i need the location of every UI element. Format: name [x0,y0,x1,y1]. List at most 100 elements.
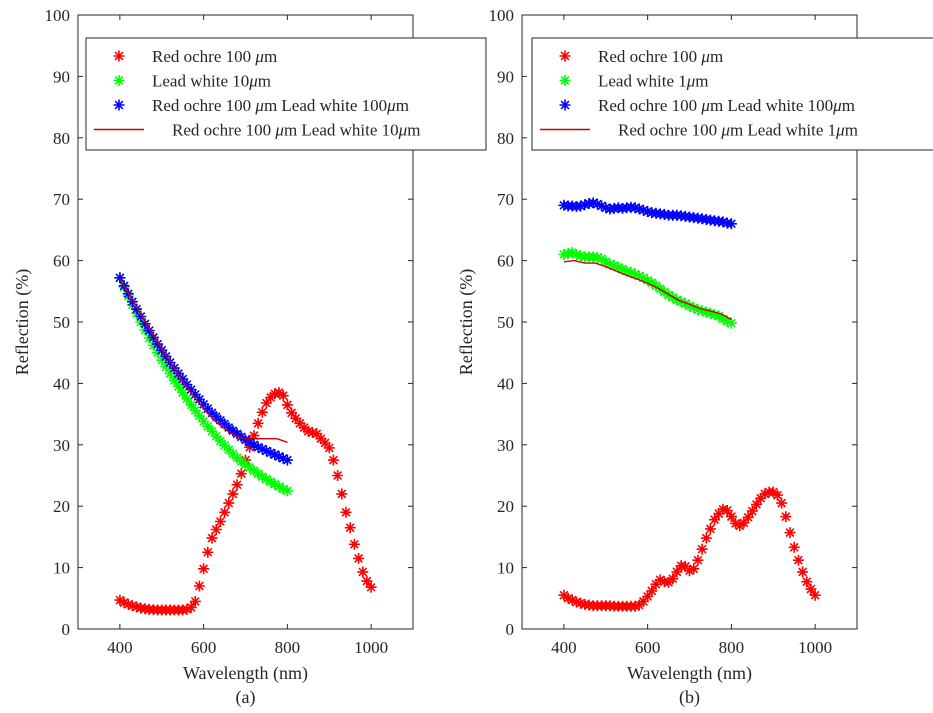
data-point [700,532,712,544]
data-point [277,452,289,464]
y-tick-label: 70 [53,190,70,209]
series-line [563,259,732,321]
data-point [223,497,235,509]
data-point [558,249,570,260]
x-tick-label: 400 [107,638,133,657]
legend-marker-swatch [113,99,125,111]
data-point [198,416,210,427]
data-point [277,483,289,495]
data-point [566,594,578,606]
data-point [160,361,172,373]
data-point [629,202,641,214]
data-point [700,306,712,318]
data-point [704,307,716,319]
data-point [173,381,184,392]
data-point [650,578,662,590]
data-point [286,407,298,419]
series-line [119,278,288,443]
y-tick-label: 100 [45,6,71,25]
y-tick-label: 90 [497,67,514,86]
data-point [210,411,222,423]
data-point [562,592,574,604]
data-point [181,603,193,615]
data-point [281,485,293,497]
legend-entry-label: Red ochre 100 μm Lead white 10μm [172,121,420,140]
series-1 [558,247,737,329]
data-point [181,379,193,391]
y-tick-label: 60 [53,252,70,271]
series-2 [558,197,737,230]
data-point [319,437,331,449]
data-point [164,368,176,380]
data-point [131,601,143,613]
data-point [281,399,293,411]
x-tick-label: 800 [719,638,745,657]
data-point [227,448,239,460]
chart-panel-b: 0 10 20 30 40 50 60 70 80 90 100 400 600 800 1000 Wavel… [456,6,858,708]
data-point [269,478,281,490]
data-point [219,439,231,451]
data-point [147,331,159,343]
x-axis-label: Wavelength (nm) [627,663,752,684]
data-point [621,265,633,277]
data-point [692,304,704,316]
data-point [269,388,281,400]
data-point [742,511,754,523]
data-point [223,444,235,456]
data-point [629,600,641,612]
data-point [256,406,268,418]
data-point [780,511,792,523]
legend-entry-label: Red ochre 100 μm [152,47,277,66]
data-point [788,541,800,553]
data-point [168,374,180,386]
data-point [704,523,716,535]
legend-entry-label: Lead white 1μm [598,72,709,91]
data-point [688,563,700,575]
data-point [206,407,218,419]
data-point [202,403,214,415]
data-point [256,471,268,483]
series-0 [114,387,377,616]
y-tick-label: 60 [497,252,514,271]
data-point [570,596,582,608]
data-point [210,524,222,535]
data-point [637,204,649,216]
data-point [692,554,704,566]
data-point [260,445,272,457]
data-point [240,434,251,446]
legend-entry-label: Red ochre 100 μm Lead white 100μm [152,96,409,115]
legend-marker-swatch [113,75,125,86]
data-point [633,203,645,215]
data-point [147,339,159,351]
data-point [717,503,729,515]
y-tick-label: 90 [53,67,70,86]
data-point [202,420,214,432]
data-point [725,218,737,230]
data-point [265,476,277,488]
data-point [637,272,649,284]
data-point [596,253,608,265]
data-point [302,425,314,437]
data-point [725,511,737,523]
data-point [315,433,327,445]
legend-marker-swatch [559,99,571,111]
data-point [114,272,126,284]
y-tick-label: 40 [497,374,514,393]
y-tick-label: 10 [53,559,70,578]
data-point [177,373,189,385]
data-point [684,300,695,312]
data-point [591,198,603,210]
data-point [202,546,214,558]
data-point [725,317,737,329]
y-tick-label: 80 [53,129,70,148]
data-point [143,325,155,337]
data-point [671,566,683,578]
data-point [709,309,721,321]
data-point [713,310,725,322]
legend-marker-swatch [559,75,571,86]
data-point [277,390,289,402]
data-point [709,514,721,526]
data-point [721,505,733,516]
data-point [751,498,762,510]
